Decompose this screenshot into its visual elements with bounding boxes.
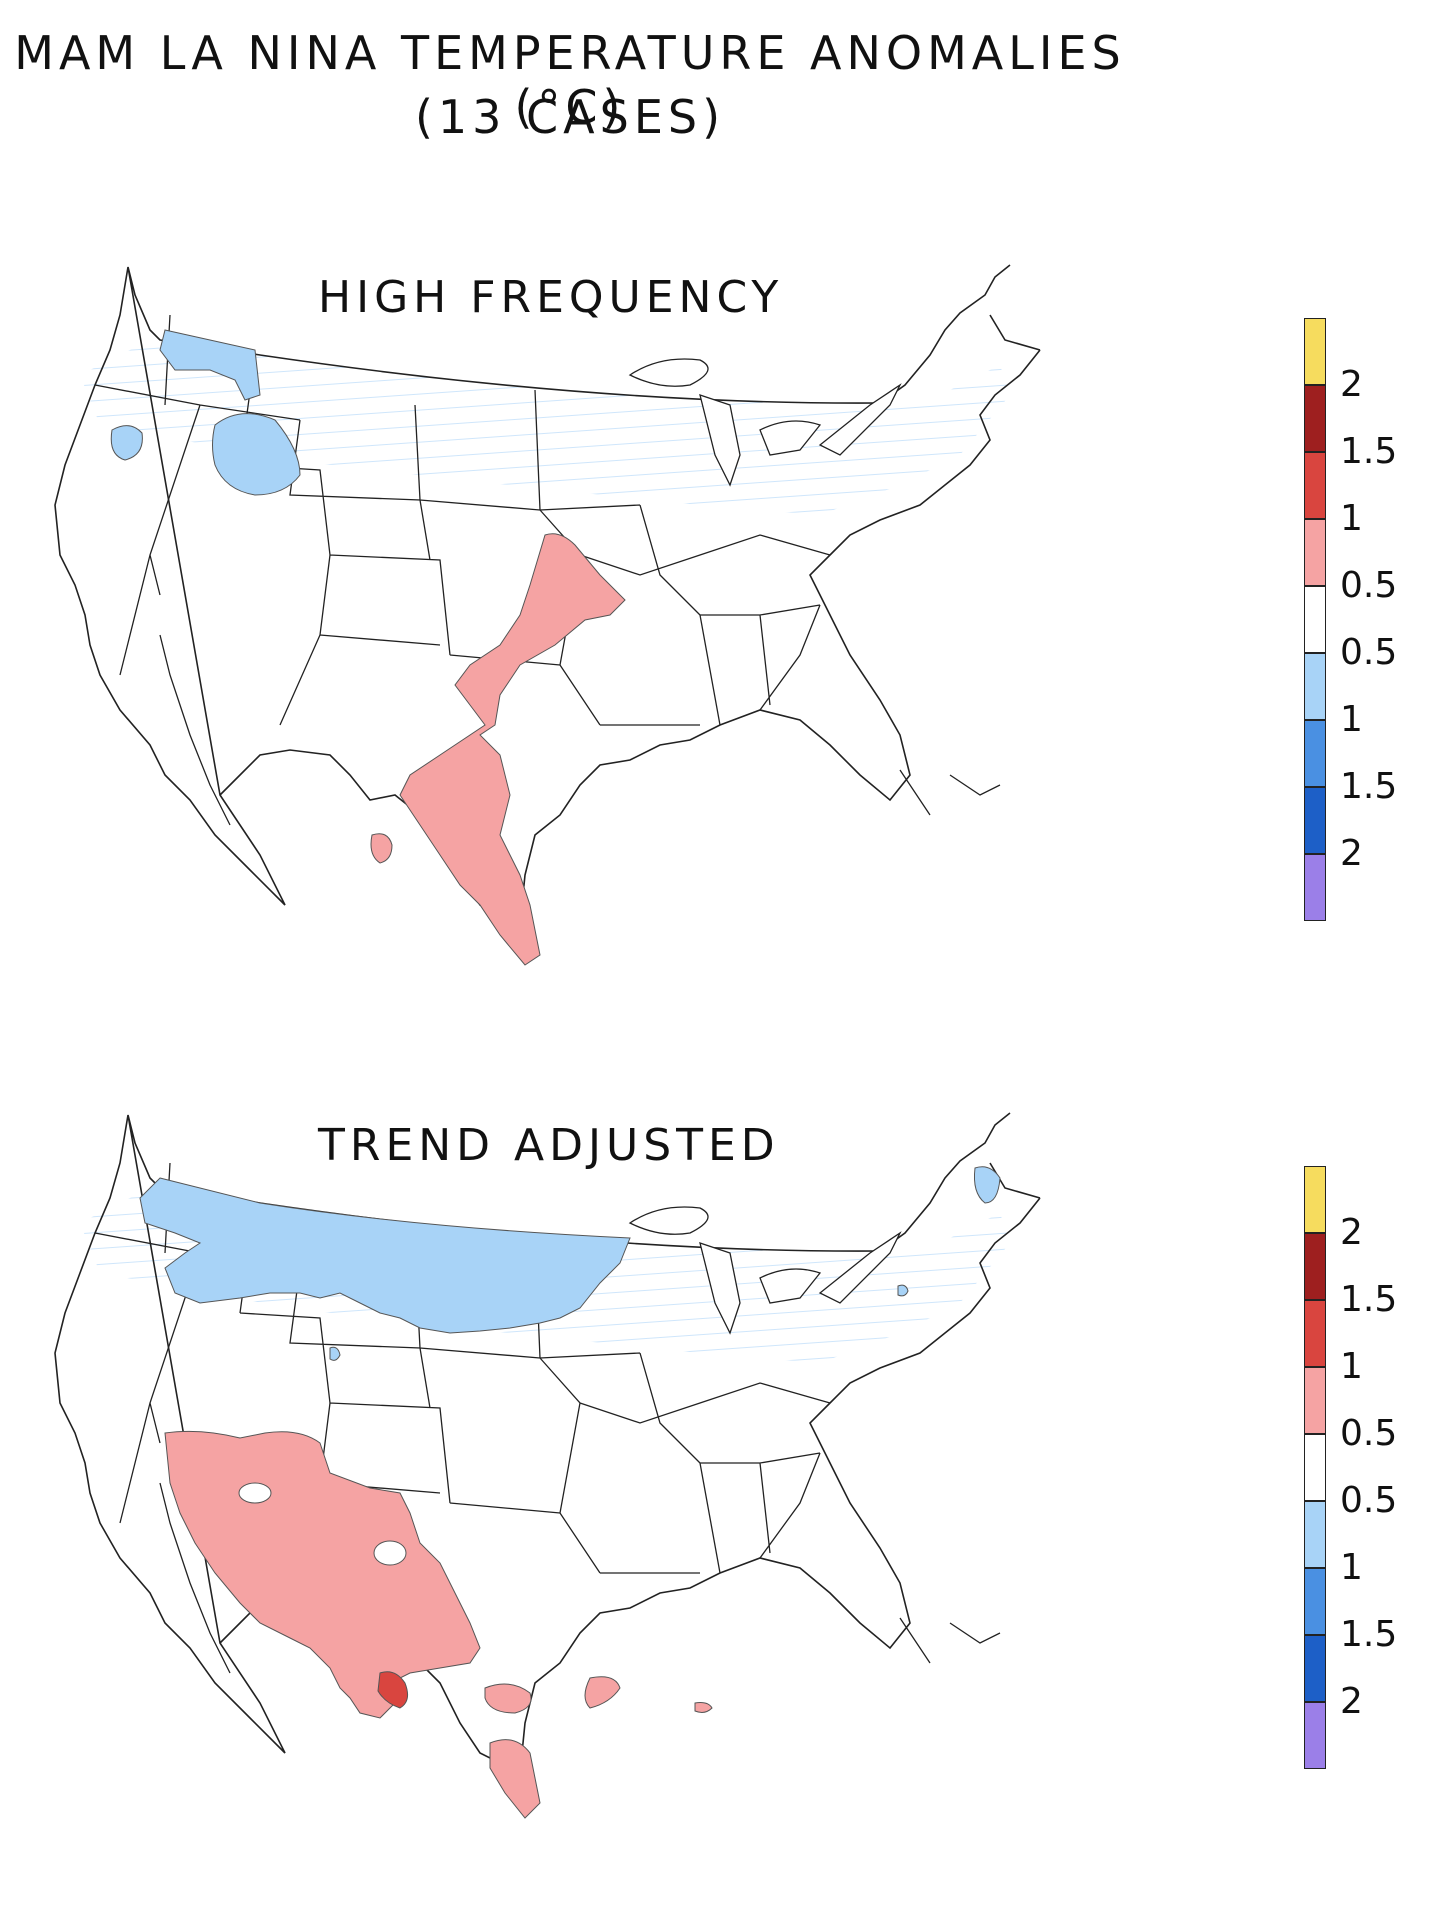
colorbar-label: 2 [1340, 1681, 1363, 1722]
colorbar-swatch [1304, 519, 1326, 586]
colorbar-swatch [1304, 452, 1326, 519]
colorbar-label: 1 [1340, 1346, 1363, 1387]
colorbar-swatch [1304, 1367, 1326, 1434]
colorbar-label: 1.5 [1340, 766, 1398, 807]
colorbar-swatch [1304, 1166, 1326, 1233]
map-trend-adjusted [54, 1112, 1041, 1819]
colorbar-swatch [1304, 1300, 1326, 1367]
warm-region-central-plains [399, 533, 626, 966]
cool-region-new-york [897, 1284, 909, 1297]
cool-region-idaho [212, 413, 301, 496]
colorbar-label: 2 [1340, 833, 1363, 874]
colorbar-label: 0.5 [1340, 1413, 1398, 1454]
panel-title-high-frequency: HIGH FREQUENCY [318, 272, 784, 323]
colorbar-label: 1 [1340, 498, 1363, 539]
colorbar-label: 1.5 [1340, 1614, 1398, 1655]
cool-region-northern-tier [139, 1177, 631, 1334]
warm-region-east-texas [584, 1676, 621, 1709]
warm-region-central-texas [484, 1683, 532, 1714]
warm-region-rio-grande-dark [377, 1671, 409, 1709]
colorbar-label: 2 [1340, 1212, 1363, 1253]
colorbar-label: 1 [1340, 699, 1363, 740]
colorbar-swatch [1304, 385, 1326, 452]
colorbar-label: 0.5 [1340, 632, 1398, 673]
colorbar-swatch [1304, 854, 1326, 921]
colorbar-swatch [1304, 1635, 1326, 1702]
colorbar-label: 1.5 [1340, 431, 1398, 472]
colorbar-label: 1 [1340, 1547, 1363, 1588]
colorbar-swatch [1304, 720, 1326, 787]
colorbar-swatch [1304, 1434, 1326, 1501]
cool-region-wyoming-spot [329, 1346, 341, 1361]
main-subtitle: (13 CASES) [414, 90, 726, 144]
cool-region-washington [159, 329, 261, 401]
warm-region-south-texas [489, 1739, 541, 1819]
cool-region-maine [974, 1166, 1001, 1204]
colorbar-swatch [1304, 318, 1326, 385]
colorbar-swatch [1304, 787, 1326, 854]
warm-region-louisiana [694, 1702, 713, 1713]
colorbar-label: 2 [1340, 364, 1363, 405]
map-high-frequency [54, 264, 1041, 966]
main-title: MAM LA NINA TEMPERATURE ANOMALIES (°C) [14, 26, 1126, 134]
colorbar-swatch [1304, 1702, 1326, 1769]
warm-region-southwest [164, 1430, 481, 1719]
colorbar-swatch [1304, 1233, 1326, 1300]
colorbar-label: 0.5 [1340, 1480, 1398, 1521]
colorbar-swatch [1304, 1568, 1326, 1635]
warm-region-west-texas [370, 833, 393, 864]
cool-region-oregon [110, 425, 143, 461]
panel-title-trend-adjusted: TREND ADJUSTED [318, 1120, 780, 1171]
colorbar-label: 0.5 [1340, 565, 1398, 606]
colorbar-swatch [1304, 653, 1326, 720]
colorbar-label: 1.5 [1340, 1279, 1398, 1320]
colorbar-swatch [1304, 1501, 1326, 1568]
colorbar-swatch [1304, 586, 1326, 653]
